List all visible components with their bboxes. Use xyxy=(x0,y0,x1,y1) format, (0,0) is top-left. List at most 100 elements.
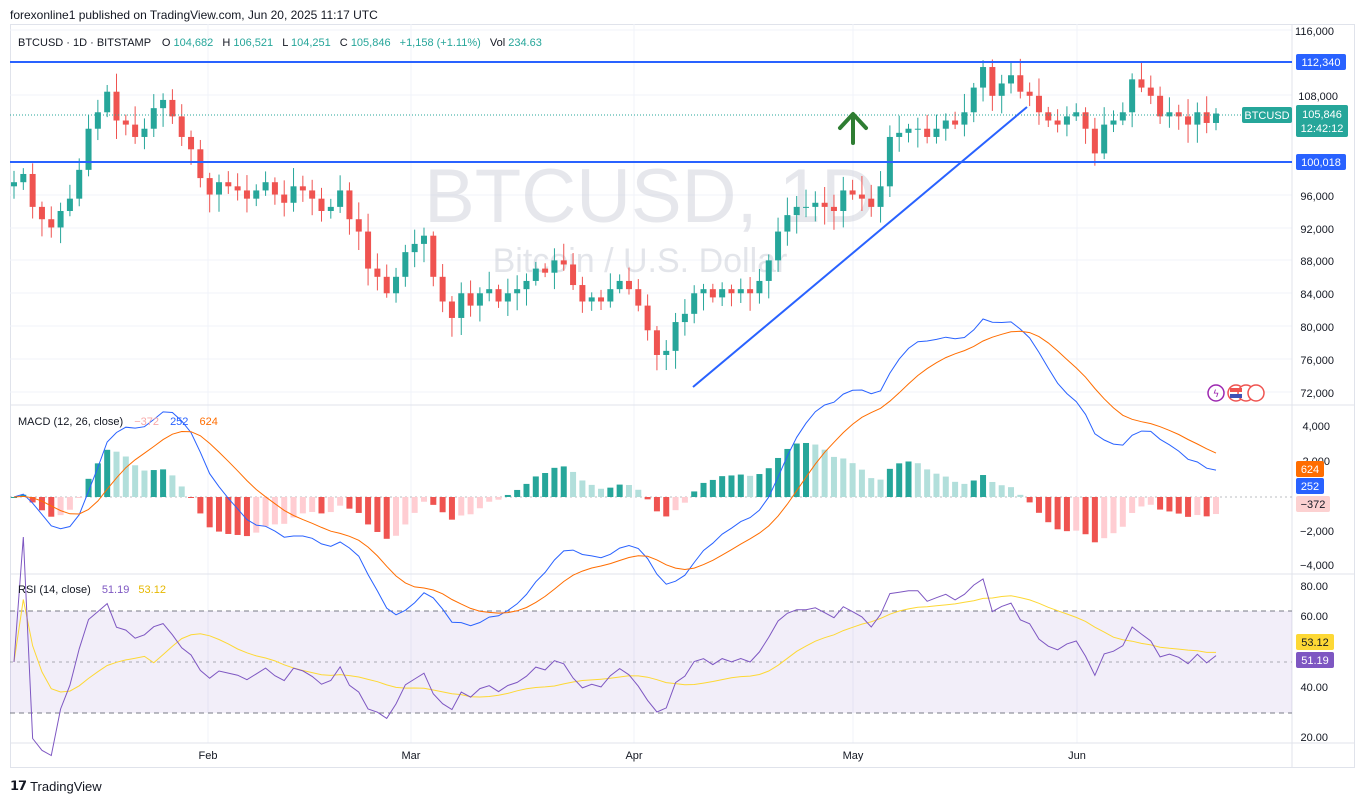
candle[interactable] xyxy=(532,268,539,281)
candle[interactable] xyxy=(1119,112,1126,121)
candle[interactable] xyxy=(1194,112,1201,125)
candle[interactable] xyxy=(560,260,567,265)
candle[interactable] xyxy=(29,173,36,207)
candle[interactable] xyxy=(504,293,511,302)
candle[interactable] xyxy=(747,289,754,294)
candle[interactable] xyxy=(430,235,437,277)
candle[interactable] xyxy=(998,83,1005,96)
candle[interactable] xyxy=(76,169,83,199)
candle[interactable] xyxy=(448,301,455,318)
candle[interactable] xyxy=(858,194,865,199)
candle[interactable] xyxy=(48,219,55,228)
candle[interactable] xyxy=(821,202,828,207)
candle[interactable] xyxy=(1129,79,1136,113)
candle[interactable] xyxy=(784,215,791,232)
candle[interactable] xyxy=(113,91,120,121)
candle[interactable] xyxy=(290,186,297,203)
candle[interactable] xyxy=(877,186,884,207)
candle[interactable] xyxy=(476,293,483,306)
candle[interactable] xyxy=(234,186,241,191)
candle[interactable] xyxy=(188,136,195,150)
candle[interactable] xyxy=(486,289,493,294)
candle[interactable] xyxy=(299,186,306,191)
candle[interactable] xyxy=(756,280,763,294)
candle[interactable] xyxy=(952,120,959,125)
candle[interactable] xyxy=(653,330,660,355)
candle[interactable] xyxy=(365,231,372,269)
candle[interactable] xyxy=(644,305,651,331)
candle[interactable] xyxy=(122,120,129,125)
candle[interactable] xyxy=(85,128,92,170)
candle[interactable] xyxy=(840,190,847,211)
candle[interactable] xyxy=(1203,112,1210,123)
candle[interactable] xyxy=(616,280,623,290)
candle[interactable] xyxy=(709,289,716,298)
candle[interactable] xyxy=(1017,75,1024,92)
candle[interactable] xyxy=(980,67,987,88)
candle[interactable] xyxy=(458,293,465,318)
candle[interactable] xyxy=(868,198,875,207)
candle[interactable] xyxy=(169,99,176,117)
candle[interactable] xyxy=(160,99,167,109)
candle[interactable] xyxy=(1110,120,1117,125)
candle[interactable] xyxy=(551,260,558,273)
candle[interactable] xyxy=(66,198,73,211)
candle[interactable] xyxy=(132,124,139,137)
candle[interactable] xyxy=(141,128,148,137)
candle[interactable] xyxy=(262,182,269,191)
candle[interactable] xyxy=(11,182,17,187)
candle[interactable] xyxy=(1063,116,1070,125)
candle[interactable] xyxy=(523,280,530,290)
candle[interactable] xyxy=(812,202,819,207)
candle[interactable] xyxy=(150,108,157,129)
candle[interactable] xyxy=(1213,113,1219,123)
candle[interactable] xyxy=(579,285,586,302)
candle[interactable] xyxy=(765,260,772,281)
candle[interactable] xyxy=(243,190,250,199)
candle[interactable] xyxy=(271,182,278,195)
candle[interactable] xyxy=(896,132,903,137)
candle[interactable] xyxy=(961,112,968,125)
candle[interactable] xyxy=(914,128,921,130)
candle[interactable] xyxy=(625,280,632,290)
candle[interactable] xyxy=(1157,95,1164,117)
candle[interactable] xyxy=(197,149,204,179)
candle[interactable] xyxy=(1091,128,1098,154)
candle[interactable] xyxy=(94,112,101,129)
candle[interactable] xyxy=(970,87,977,113)
candle[interactable] xyxy=(700,289,707,294)
candle[interactable] xyxy=(346,190,353,220)
candle[interactable] xyxy=(691,293,698,314)
candle[interactable] xyxy=(924,128,931,137)
candle[interactable] xyxy=(793,206,800,216)
candle[interactable] xyxy=(1082,112,1089,129)
candle[interactable] xyxy=(1175,112,1182,117)
candle[interactable] xyxy=(1101,124,1108,154)
candle[interactable] xyxy=(1035,95,1042,113)
candle[interactable] xyxy=(719,289,726,298)
candle[interactable] xyxy=(1166,112,1173,117)
candle[interactable] xyxy=(737,289,744,294)
candle[interactable] xyxy=(1138,79,1145,88)
candle[interactable] xyxy=(933,128,940,137)
candle[interactable] xyxy=(393,276,400,294)
candle[interactable] xyxy=(355,219,362,232)
candle[interactable] xyxy=(20,173,27,183)
candle[interactable] xyxy=(420,235,427,244)
candle[interactable] xyxy=(942,120,949,129)
candle[interactable] xyxy=(1008,75,1015,84)
candle[interactable] xyxy=(1185,116,1192,125)
events-icon[interactable]: ϟ xyxy=(1207,384,1265,402)
footer[interactable]: 𝟭𝟳 TradingView xyxy=(10,778,102,794)
candle[interactable] xyxy=(514,289,521,294)
candle[interactable] xyxy=(607,289,614,302)
trendline[interactable] xyxy=(692,106,1028,388)
candle[interactable] xyxy=(681,313,688,323)
candle[interactable] xyxy=(803,206,810,208)
candle[interactable] xyxy=(495,289,502,302)
candle[interactable] xyxy=(178,116,185,137)
candle[interactable] xyxy=(570,264,577,286)
candle[interactable] xyxy=(206,178,213,195)
candle[interactable] xyxy=(337,190,344,207)
candle[interactable] xyxy=(663,350,670,355)
